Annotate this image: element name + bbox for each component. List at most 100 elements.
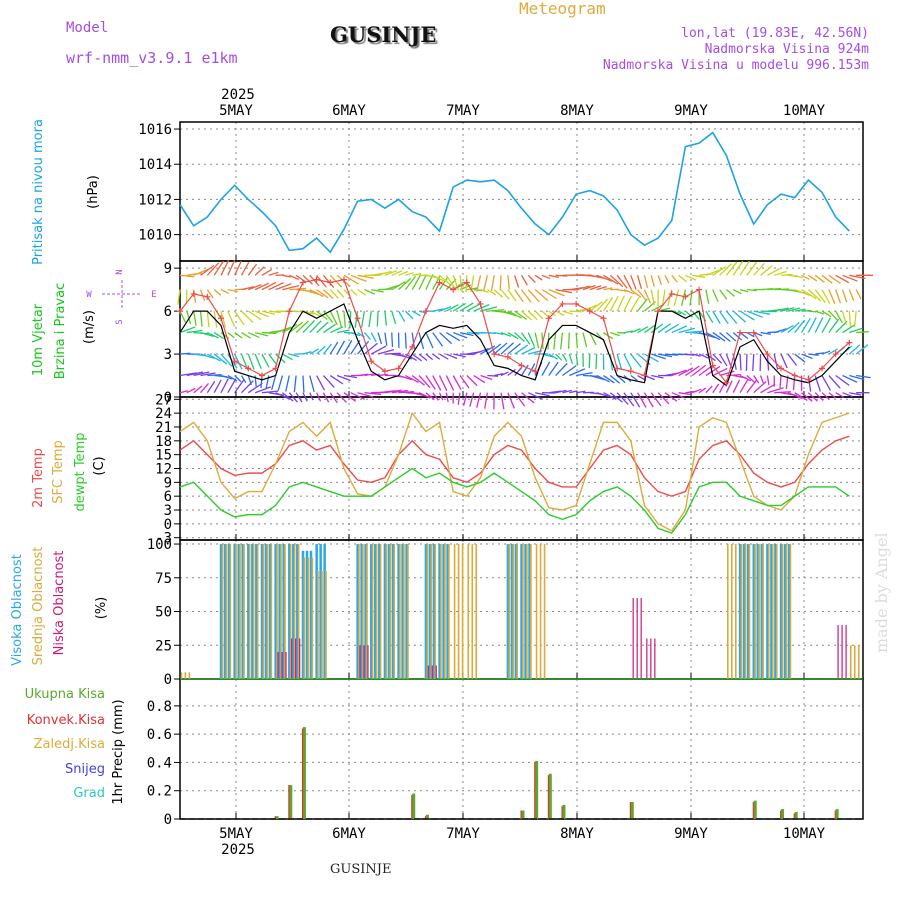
wind-arrow [828,318,840,333]
mid-cloud-bar [727,544,729,679]
wind-arrow [248,284,262,291]
wind-arrow [555,310,565,316]
wind-arrow [411,310,421,317]
wind-arrow [814,392,824,402]
wind-arrow [678,274,687,283]
wind-arrow [309,320,322,334]
precip-conv-bar [411,794,413,819]
panel-frame [179,121,864,262]
wind-arrow [801,392,813,402]
wind-arrow [285,375,290,392]
wind-arrow [432,353,441,360]
wind-arrow [425,375,436,390]
wind-gust-point [750,329,757,336]
precip-conv-bar [288,785,290,819]
wind-arrow [329,374,344,385]
wind-arrow [719,310,729,325]
wind-arrow [575,353,579,366]
wind-arrow [661,289,666,307]
dewpt-line [179,467,850,534]
wind-arrow [774,328,787,334]
precip-total-bar [289,785,293,819]
wind-arrow [370,345,387,355]
mid-cloud-bar [754,544,756,679]
wind-arrow [800,318,811,333]
wind-gust-point [696,286,703,293]
mid-cloud-bar [399,544,401,679]
wind-arrow [446,304,459,312]
wind-arrow [637,289,647,301]
wind-arrow [678,310,686,316]
wind-gust-point [778,365,785,372]
wind-arrow [753,263,765,276]
wind-arrow [354,311,359,328]
wind-arrow [821,317,831,333]
wind-arrow [808,353,819,356]
high-cloud-bar [378,544,381,679]
high-cloud-bar [432,544,436,679]
y-tick-label: 6 [164,304,172,320]
wind-arrow [275,353,286,364]
wind-arrow [678,392,692,396]
precip-total-bar [521,810,525,819]
wind-arrow [425,392,435,401]
wind-arrow [186,310,192,325]
wind-arrow [562,365,577,377]
low-cloud-bar [650,638,652,679]
wind-arrow [247,263,258,276]
pressure-line [179,131,850,254]
mid-cloud-bar [280,544,282,679]
high-cloud-bar [356,544,359,679]
wind-arrow [589,285,602,291]
precip-total-bar [302,727,306,819]
wind-arrow [507,332,519,340]
wind-arrow [309,375,315,393]
wind-arrow [363,332,371,340]
wind-arrow [562,310,574,315]
low-cloud-bar [654,638,656,679]
wind-arrow [794,308,806,312]
wind-arrow [821,274,833,284]
wind-arrow [457,392,461,405]
wind-arrow [794,353,806,363]
wind-arrow [815,352,825,355]
wind-arrow [808,274,818,282]
wind-arrow [302,351,312,355]
wind-arrow [261,268,273,276]
wind-arrow [247,310,262,321]
y-tick-label: 24 [155,406,172,422]
wind-arrow [295,392,303,403]
mid-cloud-bar [430,544,433,679]
wind-arrow [746,332,755,338]
wind-arrow [500,371,509,377]
high-cloud-bar [783,544,787,679]
wind-arrow [828,348,838,355]
wind-arrow [725,289,735,297]
wind-arrow [329,289,339,299]
wind-arrow [712,265,727,276]
wind-arrow [220,374,233,380]
model-altitude-label: Nadmorska Visina u modelu 996.153m [602,58,869,73]
wind-arrow [643,289,652,304]
wind-arrow [364,392,382,396]
high-cloud-bar [264,544,268,679]
wind-arrow [719,289,728,300]
mid-cloud-bar [188,672,191,679]
wind-arrow [780,353,788,369]
wind-arrow [794,274,804,279]
wind-arrow [548,361,559,376]
wind-arrow [240,261,250,276]
mid-cloud-bar [366,544,368,679]
wind-arrow [657,353,673,358]
wind-arrow [548,289,565,297]
wind-arrow [616,274,628,289]
wind-arrow [432,274,445,282]
wind-arrow [650,304,664,312]
wind-arrow [671,369,687,377]
wind-arrow [309,392,314,401]
wind-arrow [739,374,752,382]
wind-arrow [486,343,502,355]
wind-arrow [685,274,697,281]
x-day-label-top: 6MAY [332,103,366,119]
